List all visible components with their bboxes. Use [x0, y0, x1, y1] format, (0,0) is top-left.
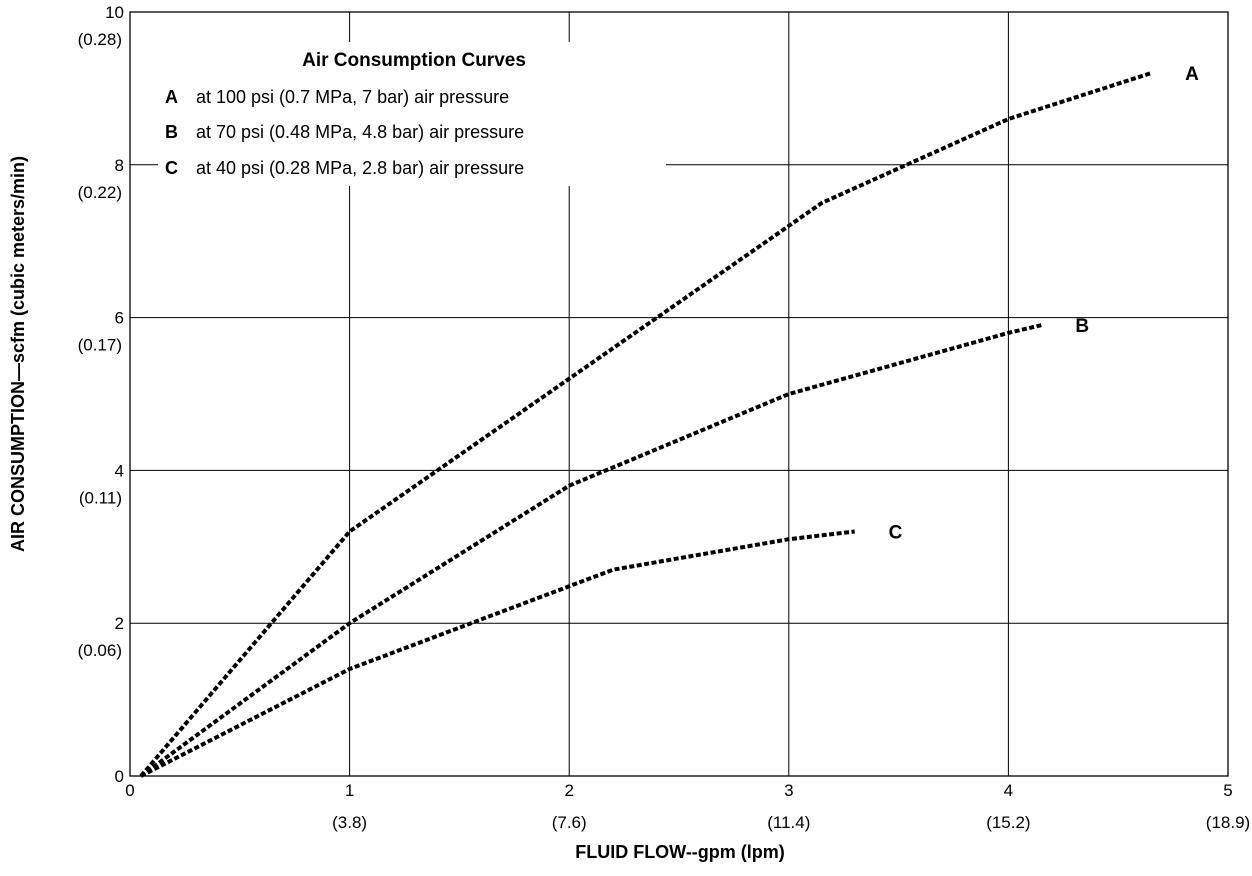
- y-tick-label: 4: [115, 461, 124, 480]
- series-line-a: [139, 71, 1152, 778]
- series-label-b: B: [1075, 316, 1089, 337]
- legend-entry-c: at 40 psi (0.28 MPa, 2.8 bar) air pressu…: [196, 158, 524, 178]
- series-label-a: A: [1185, 64, 1199, 85]
- x-tick-sublabel: (15.2): [986, 813, 1030, 832]
- y-tick-sublabel: (0.22): [78, 183, 122, 202]
- y-tick-sublabel: (0.06): [78, 641, 122, 660]
- x-tick-label: 4: [1004, 781, 1013, 800]
- y-tick-label: 0: [115, 767, 124, 786]
- plot-frame: [129, 11, 1229, 777]
- y-tick-label: 8: [115, 156, 124, 175]
- y-tick-label: 10: [105, 3, 124, 22]
- legend-entry-a: at 100 psi (0.7 MPa, 7 bar) air pressure: [196, 87, 509, 107]
- y-tick-label: 2: [115, 614, 124, 633]
- legend-background: [158, 42, 666, 186]
- series-label-c: C: [889, 523, 903, 544]
- legend-entry-b: at 70 psi (0.48 MPa, 4.8 bar) air pressu…: [196, 122, 524, 142]
- x-tick-label: 2: [564, 781, 573, 800]
- x-tick-sublabel: (3.8): [332, 813, 367, 832]
- y-tick-sublabel: (0.28): [78, 30, 122, 49]
- x-axis-title: FLUID FLOW--gpm (lpm): [575, 842, 785, 862]
- series-labels: A B C: [889, 64, 1199, 543]
- y-tick-label: 6: [115, 309, 124, 328]
- x-tick-label: 1: [345, 781, 354, 800]
- y-axis-title: AIR CONSUMPTION—scfm (cubic meters/min): [8, 156, 28, 552]
- y-tick-sublabel: (0.11): [79, 488, 122, 507]
- tick-labels: 0 1 (3.8) 2 (7.6) 3 (11.4) 4 (15.2) 5 (18.9) 0 2 (0.0…: [78, 3, 1251, 832]
- legend-key-a: A: [165, 87, 178, 107]
- x-tick-sublabel: (11.4): [767, 813, 810, 832]
- legend: Air Consumption Curves A at 100 psi (0.7…: [158, 42, 666, 186]
- x-tick-label: 5: [1223, 781, 1232, 800]
- legend-key-c: C: [165, 158, 178, 178]
- legend-title: Air Consumption Curves: [302, 50, 526, 71]
- x-tick-label: 0: [125, 781, 134, 800]
- x-tick-label: 3: [784, 781, 793, 800]
- legend-key-b: B: [165, 122, 178, 142]
- series-layer: [139, 71, 1152, 778]
- x-tick-sublabel: (18.9): [1206, 813, 1250, 832]
- x-tick-sublabel: (7.6): [552, 813, 587, 832]
- series-line-c: [140, 529, 855, 778]
- y-tick-sublabel: (0.17): [78, 336, 122, 355]
